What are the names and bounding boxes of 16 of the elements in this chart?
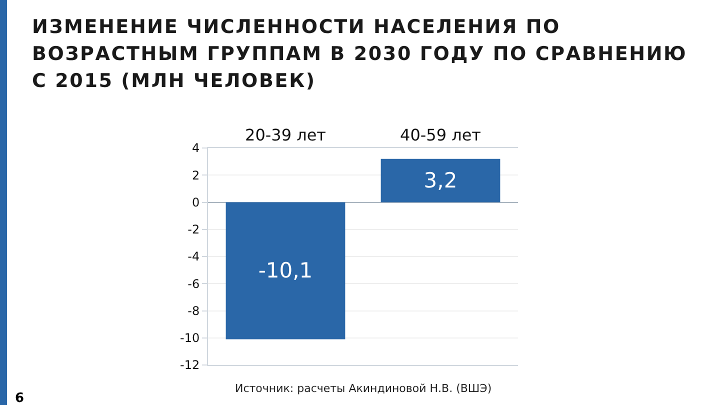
y-tick-label: 4	[192, 141, 200, 156]
y-tick-label: -12	[180, 358, 200, 372]
y-tick-label: -10	[180, 331, 200, 346]
data-label: -10,1	[258, 258, 313, 283]
y-tick-label: -6	[188, 276, 200, 291]
y-tick-label: -2	[188, 222, 200, 237]
data-label: 3,2	[424, 168, 458, 193]
y-tick-label: -8	[188, 304, 200, 318]
y-tick-label: 2	[192, 168, 200, 182]
y-tick-label: -4	[188, 250, 200, 264]
text: Источник: расчеты Акиндиновой Н.В. (ВШЭ)	[235, 382, 492, 395]
y-tick-label: 0	[192, 195, 200, 210]
x-tick-label: 40-59 лет	[400, 126, 481, 145]
chart-title: ИЗМЕНЕНИЕ ЧИСЛЕННОСТИ НАСЕЛЕНИЯ ПО ВОЗРАСТНЫМ ГРУППАМ В 2030 ГОДУ ПО СРАВНЕНИЮ С 2015 (МЛН ЧЕЛОВЕК)	[32, 15, 688, 94]
text: 6	[15, 391, 24, 405]
x-tick-label: 20-39 лет	[245, 126, 326, 145]
